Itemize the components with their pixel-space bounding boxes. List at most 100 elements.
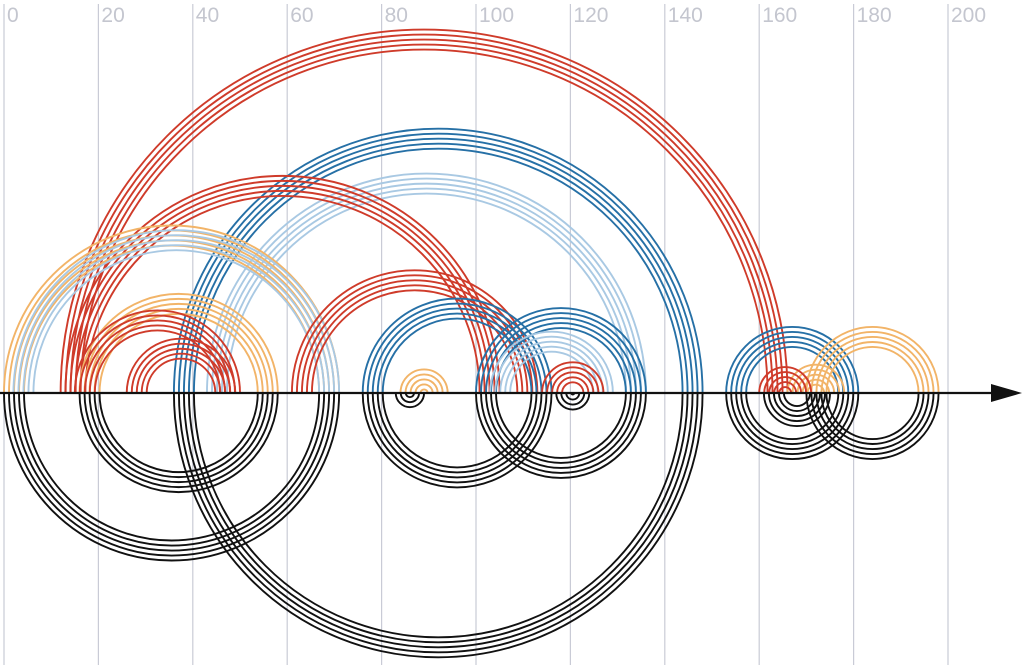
arc-strand: [768, 376, 803, 394]
arc-strand: [8, 392, 336, 557]
arc-strand: [376, 392, 538, 474]
arc-strand: [93, 329, 221, 394]
arc-strand: [221, 187, 632, 394]
arc-strand: [541, 361, 605, 394]
arc-strand: [730, 392, 855, 456]
arc-strand: [211, 177, 642, 394]
arc-strand: [366, 302, 548, 394]
arc-strand: [18, 392, 326, 547]
arc-below-black: [394, 392, 426, 409]
arc-strand: [782, 392, 811, 407]
arc-strand: [78, 292, 279, 394]
arc-above-red: [541, 361, 605, 394]
arc-strand: [504, 345, 599, 394]
arc-strand: [810, 330, 935, 394]
arc-strand: [140, 352, 222, 394]
arc-strand: [475, 392, 647, 479]
arc-below-black: [172, 392, 704, 659]
arcs-above-axis: [3, 28, 940, 394]
arc-strand: [801, 378, 831, 394]
x-axis: [0, 384, 1022, 402]
arc-strand: [565, 392, 581, 401]
arc-strand: [551, 371, 595, 394]
arc-above-lightblue: [489, 330, 614, 394]
arc-below-black: [555, 392, 591, 411]
arc-strand: [404, 373, 444, 394]
arc-strand: [825, 345, 920, 394]
arc-strand: [745, 345, 840, 394]
arc-strand: [78, 392, 279, 494]
arc-strand: [361, 297, 553, 394]
arc-strand: [206, 172, 647, 394]
arc-strand: [361, 392, 553, 489]
arc-strand: [485, 317, 637, 394]
x-tick-labels: 0 20 40 60 80 100 120 140 160 180 200: [7, 4, 986, 27]
arc-above-lightblue: [206, 172, 647, 394]
arc-strand: [88, 324, 226, 394]
x-tick-label: 80: [385, 4, 408, 27]
arc-strand: [777, 392, 816, 412]
arc-below-black: [762, 392, 831, 427]
arc-strand: [786, 363, 846, 394]
arc-strand: [93, 392, 264, 478]
arc-strand: [778, 386, 793, 394]
arc-strand: [83, 392, 274, 488]
arc-above-orange: [399, 368, 449, 394]
arc-strand: [725, 326, 860, 394]
x-tick-label: 20: [101, 4, 124, 27]
arc-strand: [735, 336, 850, 394]
arc-strand: [381, 317, 533, 394]
x-tick-label: 180: [857, 4, 892, 27]
arc-strand: [561, 381, 585, 394]
arc-strand: [475, 307, 647, 394]
arc-strand: [83, 319, 231, 394]
x-tick-label: 40: [196, 4, 219, 27]
arc-strand: [78, 314, 236, 394]
arc-strand: [22, 239, 331, 394]
arc-strand: [182, 137, 694, 394]
arc-strand: [12, 229, 341, 394]
arc-above-red: [59, 28, 789, 394]
arc-strand: [735, 392, 850, 450]
arc-strand: [740, 392, 845, 445]
arc-strand: [187, 392, 689, 644]
arc-strand: [489, 330, 614, 394]
arc-strand: [93, 308, 264, 394]
arc-strand: [815, 392, 930, 450]
arc-strand: [177, 392, 699, 654]
arc-strand: [69, 38, 779, 394]
arc-strand: [172, 127, 704, 394]
arc-above-red: [758, 366, 813, 394]
arc-strand: [84, 195, 481, 394]
arc-strand: [216, 182, 637, 394]
x-tick-label: 200: [951, 4, 986, 27]
arc-strand: [130, 342, 232, 394]
arc-strand: [740, 341, 845, 394]
arc-below-black: [805, 392, 940, 460]
arc-strand: [399, 392, 421, 404]
arc-strand: [83, 298, 274, 394]
arc-strand: [73, 309, 241, 394]
arc-strand: [825, 392, 920, 441]
arc-strand: [376, 312, 538, 394]
arc-strand: [88, 392, 269, 484]
arc-strand: [791, 368, 841, 394]
arc-strand: [414, 383, 434, 394]
arc-strand: [772, 392, 821, 417]
arc-strand: [23, 392, 321, 542]
x-tick-label: 160: [762, 4, 797, 27]
arc-strand: [394, 392, 426, 409]
arc-strand: [13, 392, 331, 552]
arcs-below-axis: [3, 392, 940, 659]
arc-strand: [773, 381, 798, 394]
arc-below-black: [725, 392, 860, 460]
arc-strand: [490, 392, 632, 464]
arc-strand: [556, 376, 590, 394]
arc-strand: [399, 368, 449, 394]
arc-strand: [177, 132, 699, 394]
arc-strand: [806, 383, 826, 394]
arc-strand: [730, 330, 855, 394]
arc-below-black: [78, 392, 279, 494]
arc-strand: [27, 244, 326, 394]
arc-strand: [366, 392, 548, 484]
